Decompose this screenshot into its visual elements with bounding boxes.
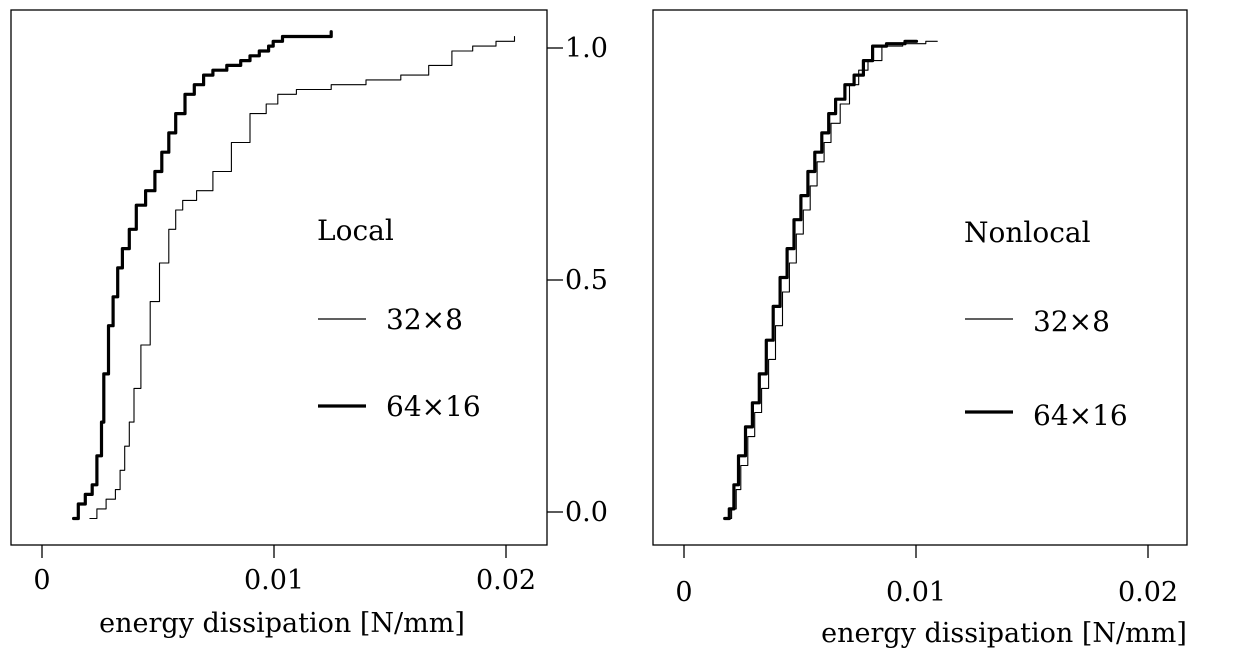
x-tick-label: 0 — [675, 577, 692, 608]
x-tick-label: 0.02 — [1118, 577, 1178, 608]
x-axis-label-local: energy dissipation [N/mm] — [99, 608, 465, 639]
legend-nonlocal: Nonlocal 32×8 64×16 — [964, 216, 1128, 432]
series-line-64x16 — [723, 39, 919, 521]
legend-label: 64×16 — [386, 390, 481, 423]
legend-title-nonlocal: Nonlocal — [964, 216, 1091, 249]
x-axis-label-nonlocal: energy dissipation [N/mm] — [821, 618, 1187, 649]
y-tick-label: 0.5 — [565, 265, 608, 296]
legend-title-local: Local — [317, 214, 394, 247]
x-ticks-local: 0 0.01 0.02 — [33, 545, 536, 596]
series-line-32x8 — [89, 35, 516, 520]
series-line-32x8 — [726, 40, 938, 520]
series-line-64x16 — [72, 30, 333, 521]
legend-label: 32×8 — [386, 303, 463, 336]
panel-nonlocal: 0 0.01 0.02 energy dissipation [N/mm] No… — [652, 9, 1188, 649]
panel-local: 0 0.01 0.02 energy dissipation [N/mm] Lo… — [10, 9, 548, 639]
series-group-local — [72, 30, 516, 521]
y-tick-label: 1.0 — [565, 33, 608, 64]
y-tick-label: 0.0 — [565, 497, 608, 528]
x-tick-label: 0.01 — [886, 577, 946, 608]
y-axis-shared: 1.0 0.5 0.0 — [547, 33, 608, 528]
legend-label: 32×8 — [1033, 305, 1110, 338]
series-group-nonlocal — [723, 39, 938, 521]
plot-frame-nonlocal — [652, 9, 1188, 546]
x-ticks-nonlocal: 0 0.01 0.02 — [675, 545, 1178, 608]
x-tick-label: 0 — [33, 565, 50, 596]
legend-local: Local 32×8 64×16 — [317, 214, 481, 423]
x-tick-label: 0.02 — [476, 565, 536, 596]
legend-label: 64×16 — [1033, 399, 1128, 432]
plot-frame-local — [10, 9, 548, 546]
x-tick-label: 0.01 — [244, 565, 304, 596]
